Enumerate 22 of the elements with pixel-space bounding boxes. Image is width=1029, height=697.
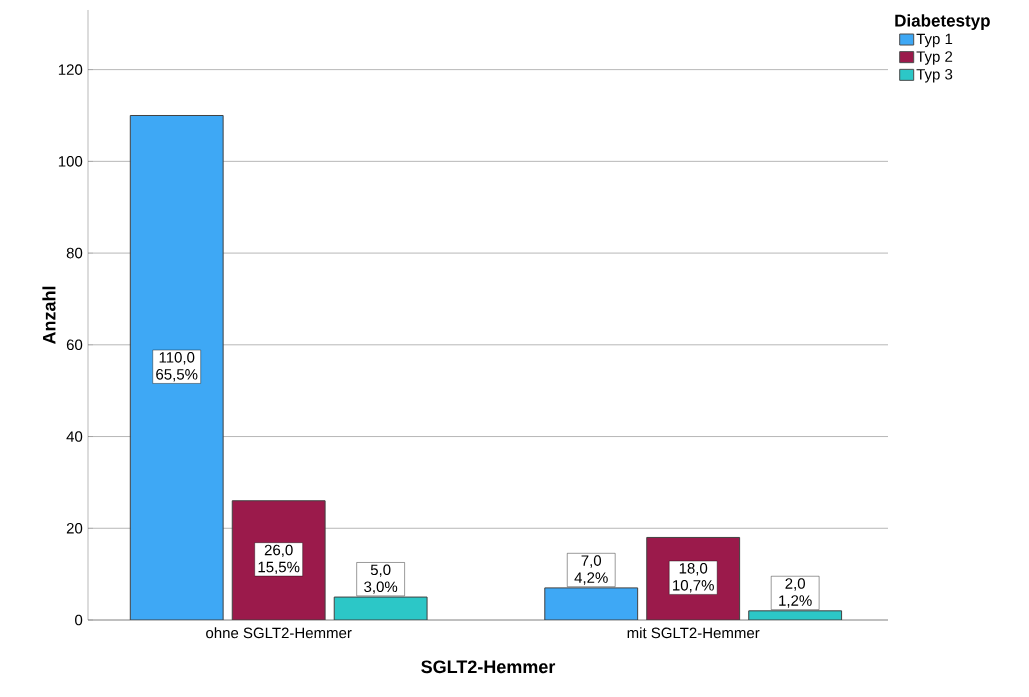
data-label: 26,0 15,5% <box>258 544 300 575</box>
y-tick-label: 60 <box>66 339 83 351</box>
legend-label: Typ 1 <box>916 33 953 48</box>
y-tick-label: 120 <box>58 64 83 75</box>
data-label: 5,0 3,0% <box>364 564 398 594</box>
y-tick-label: 40 <box>66 431 83 442</box>
y-tick-label: 0 <box>75 614 83 626</box>
y-tick-label: 20 <box>66 522 83 534</box>
legend-label: Typ 2 <box>916 51 953 65</box>
bar <box>129 114 224 620</box>
x-tick-label: mit SGLT2-Hemmer <box>627 627 760 639</box>
data-label: 18,0 10,7% <box>673 563 714 593</box>
x-tick-label: ohne SGLT2-Hemmer <box>206 627 352 639</box>
y-axis-title: Anzahl <box>42 286 56 345</box>
x-axis-title: SGLT2-Hemmer <box>421 660 556 674</box>
data-label: 110,0 65,5% <box>156 352 198 382</box>
legend-label: Typ 3 <box>916 69 953 83</box>
y-tick-label: 80 <box>66 247 83 259</box>
y-tick-label: 100 <box>58 156 83 167</box>
data-label: 2,0 1,2% <box>779 578 812 608</box>
data-label: 7,0 4,2% <box>574 555 608 585</box>
legend-title: Diabetestyp <box>895 14 990 31</box>
